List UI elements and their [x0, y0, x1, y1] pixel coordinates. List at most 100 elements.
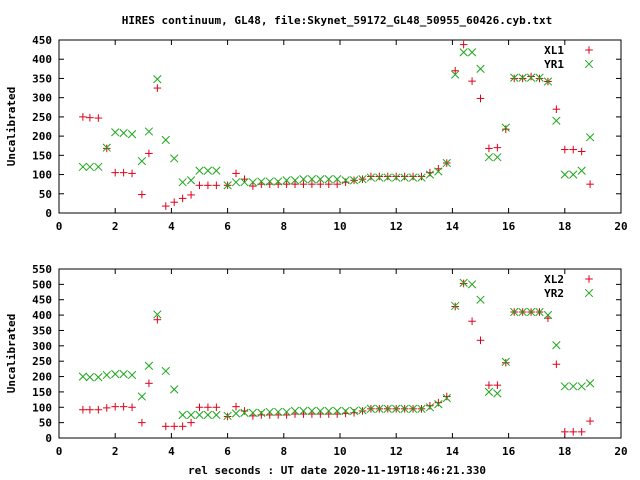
data-point	[417, 404, 426, 413]
data-point	[392, 404, 401, 413]
data-point	[341, 176, 350, 185]
data-point	[203, 166, 213, 175]
y-tick-label: 350	[32, 72, 52, 85]
data-point	[137, 392, 147, 401]
data-point	[212, 181, 221, 190]
data-point	[102, 404, 111, 412]
data-point	[501, 358, 510, 367]
y-tick-label: 550	[32, 263, 52, 276]
data-point	[265, 177, 274, 186]
data-point	[307, 175, 317, 184]
data-point	[86, 405, 94, 414]
data-point	[316, 180, 325, 188]
data-point	[178, 178, 187, 187]
data-point	[307, 406, 317, 416]
data-point	[518, 307, 527, 317]
legend-label: YR2	[544, 287, 564, 300]
data-point	[324, 180, 333, 188]
data-point	[358, 175, 367, 184]
data-point	[178, 410, 187, 420]
data-point	[434, 167, 443, 176]
x-tick-label: 12	[390, 445, 403, 458]
data-point	[349, 176, 359, 185]
data-point	[577, 428, 586, 436]
data-point	[137, 156, 147, 166]
data-point	[543, 77, 553, 86]
data-point	[577, 147, 586, 156]
y-tick-label: 0	[45, 432, 52, 445]
data-point	[569, 382, 578, 391]
data-point	[248, 408, 258, 417]
data-point	[195, 410, 204, 420]
data-point	[212, 410, 221, 420]
data-point	[493, 143, 502, 152]
data-point	[232, 402, 240, 411]
data-point	[170, 385, 179, 394]
data-point	[585, 379, 595, 388]
data-point	[144, 361, 154, 370]
data-point	[79, 405, 87, 414]
data-point	[186, 176, 196, 185]
data-point	[316, 406, 325, 416]
data-point	[408, 404, 418, 413]
data-point	[366, 404, 376, 413]
x-tick-label: 18	[558, 220, 571, 233]
data-point	[153, 75, 162, 84]
data-point	[119, 369, 128, 379]
data-point	[349, 406, 359, 416]
data-point	[127, 130, 137, 139]
data-point	[409, 172, 417, 181]
data-point	[204, 403, 212, 412]
y-tick-label: 200	[32, 130, 52, 143]
x-tick-label: 4	[168, 220, 175, 233]
data-point	[442, 393, 451, 403]
x-tick-label: 12	[390, 220, 403, 233]
data-point	[127, 370, 137, 380]
data-point	[585, 133, 595, 142]
data-point	[392, 172, 400, 181]
data-point	[231, 178, 241, 187]
data-point	[366, 173, 376, 182]
data-point	[586, 417, 594, 425]
data-point	[552, 341, 561, 350]
x-tick-label: 0	[56, 445, 63, 458]
data-point	[577, 166, 586, 175]
data-point	[552, 360, 561, 369]
data-point	[561, 145, 569, 154]
data-point	[426, 168, 434, 177]
y-tick-label: 500	[32, 278, 52, 291]
data-point	[560, 382, 569, 391]
data-point	[459, 40, 468, 49]
data-point	[178, 194, 187, 203]
data-point	[425, 170, 435, 179]
data-point	[111, 168, 119, 177]
data-point	[341, 178, 350, 187]
data-point	[274, 177, 283, 186]
y-tick-label: 50	[39, 417, 52, 430]
data-point	[153, 84, 162, 92]
data-point	[195, 181, 204, 190]
plot-frame	[58, 39, 622, 214]
data-point	[195, 166, 204, 175]
data-point	[434, 398, 443, 407]
data-point	[203, 410, 213, 420]
y-tick-label: 0	[45, 207, 52, 220]
data-point	[94, 405, 103, 414]
data-point	[383, 172, 392, 181]
data-point	[265, 407, 274, 417]
data-point	[299, 180, 308, 188]
data-point	[153, 315, 162, 324]
data-point	[178, 422, 187, 431]
data-point	[145, 149, 153, 158]
chart-title: HIRES continuum, GL48, file:Skynet_59172…	[122, 14, 552, 27]
data-point	[282, 176, 291, 185]
data-point	[400, 404, 409, 413]
y-tick-label: 300	[32, 340, 52, 353]
x-tick-label: 8	[280, 445, 287, 458]
y-tick-label: 450	[32, 294, 52, 307]
data-point	[400, 173, 409, 182]
data-point	[417, 172, 426, 181]
data-point	[195, 403, 204, 412]
data-point	[333, 406, 342, 416]
data-point	[510, 74, 519, 83]
